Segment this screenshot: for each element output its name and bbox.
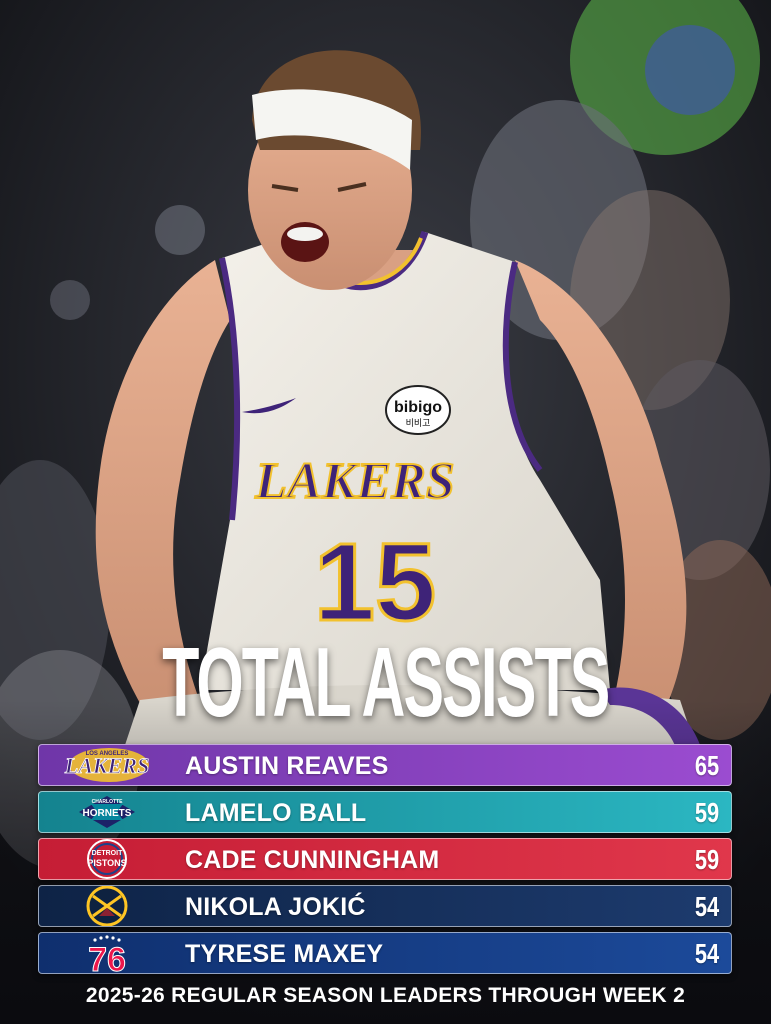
assist-total: 65	[694, 750, 719, 781]
lakers-logo: LOS ANGELES LAKERS	[61, 745, 153, 785]
leader-row-1: LOS ANGELES LAKERS AUSTIN REAVES 65	[38, 744, 732, 786]
player-name: LAMELO BALL	[185, 799, 367, 827]
jersey-patch: bibigo	[394, 399, 442, 416]
jersey-wordmark: LAKERS	[254, 453, 454, 510]
logo-sub: DETROIT	[92, 850, 123, 857]
headband	[252, 89, 412, 170]
logo-wordmark: 76	[88, 941, 126, 973]
player-name: AUSTIN REAVES	[185, 752, 389, 780]
logo-sub: LOS ANGELES	[86, 751, 129, 757]
logo-wordmark: LAKERS	[64, 753, 149, 778]
leader-row-3: DETROIT PISTONS CADE CUNNINGHAM 59	[38, 838, 732, 880]
hornets-logo: CHARLOTTE HORNETS	[61, 792, 153, 832]
logo-sub: CHARLOTTE	[92, 799, 123, 805]
leader-row-5: 76 TYRESE MAXEY 54	[38, 932, 732, 974]
swoosh-icon	[242, 398, 296, 414]
assist-total: 54	[694, 891, 719, 922]
jersey-patch-sub: 비비고	[406, 418, 431, 429]
76ers-logo: 76	[61, 933, 153, 973]
jersey-number: 15	[314, 521, 436, 644]
leaderboard: LOS ANGELES LAKERS AUSTIN REAVES 65 CHAR…	[38, 744, 732, 979]
nuggets-logo	[61, 886, 153, 926]
logo-wordmark: HORNETS	[83, 808, 132, 819]
leader-row-4: NIKOLA JOKIĆ 54	[38, 885, 732, 927]
assist-total: 59	[694, 844, 719, 875]
pistons-logo: DETROIT PISTONS	[61, 839, 153, 879]
player-name: TYRESE MAXEY	[185, 940, 384, 968]
player-name: NIKOLA JOKIĆ	[185, 893, 366, 921]
season-caption: 2025-26 REGULAR SEASON LEADERS THROUGH W…	[85, 984, 686, 1007]
assist-total: 54	[694, 938, 719, 969]
leader-row-2: CHARLOTTE HORNETS LAMELO BALL 59	[38, 791, 732, 833]
logo-wordmark: PISTONS	[87, 858, 126, 868]
assist-total: 59	[694, 797, 719, 828]
player-name: CADE CUNNINGHAM	[185, 846, 440, 874]
graphic-title: TOTAL ASSISTS	[162, 627, 610, 737]
